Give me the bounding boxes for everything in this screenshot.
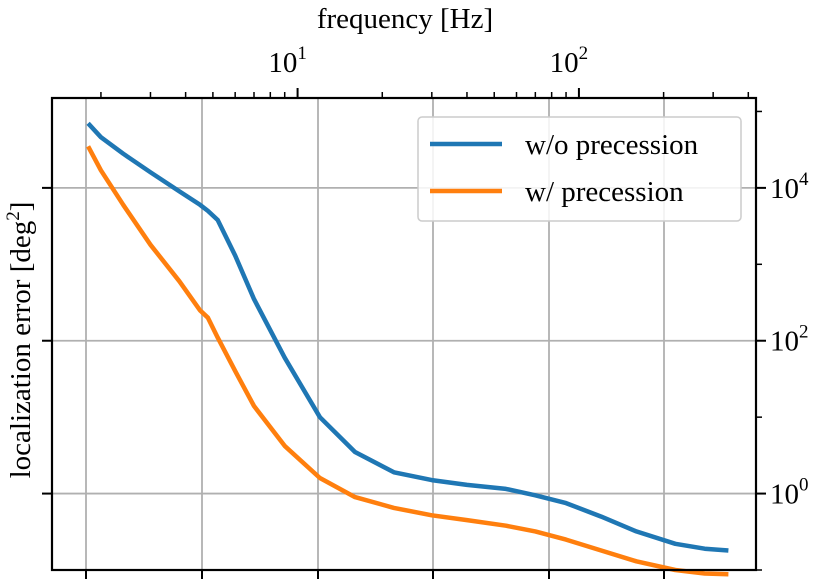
top-x-axis-label: frequency [Hz] [317,3,493,35]
legend-label-w-o-precession: w/o precession [525,129,699,161]
legend: w/o precession w/ precession [417,116,742,222]
y-axis-label-text: localization error [deg [5,221,37,479]
y-axis-label: localization error [deg2] [3,202,37,479]
y-tick-label-0: 100 [770,475,809,511]
y-tick-label-2: 104 [770,169,809,205]
axis-ticks: 100 102 104 101 102 [42,43,809,579]
top-x-tick-label-0: 101 [268,43,307,79]
series-line-1 [86,145,729,577]
top-x-tick-label-1: 102 [550,43,589,79]
data-series [86,121,729,577]
axis-labels: frequency [Hz] localization error [deg2] [3,3,493,478]
legend-label-w-precession: w/ precession [525,176,684,208]
series-line-0 [86,121,729,553]
y-axis-label-superscript: 2 [3,211,24,221]
y-axis-label-close: ] [5,202,37,212]
y-tick-label-1: 102 [770,322,809,358]
plot-frame [50,96,758,572]
